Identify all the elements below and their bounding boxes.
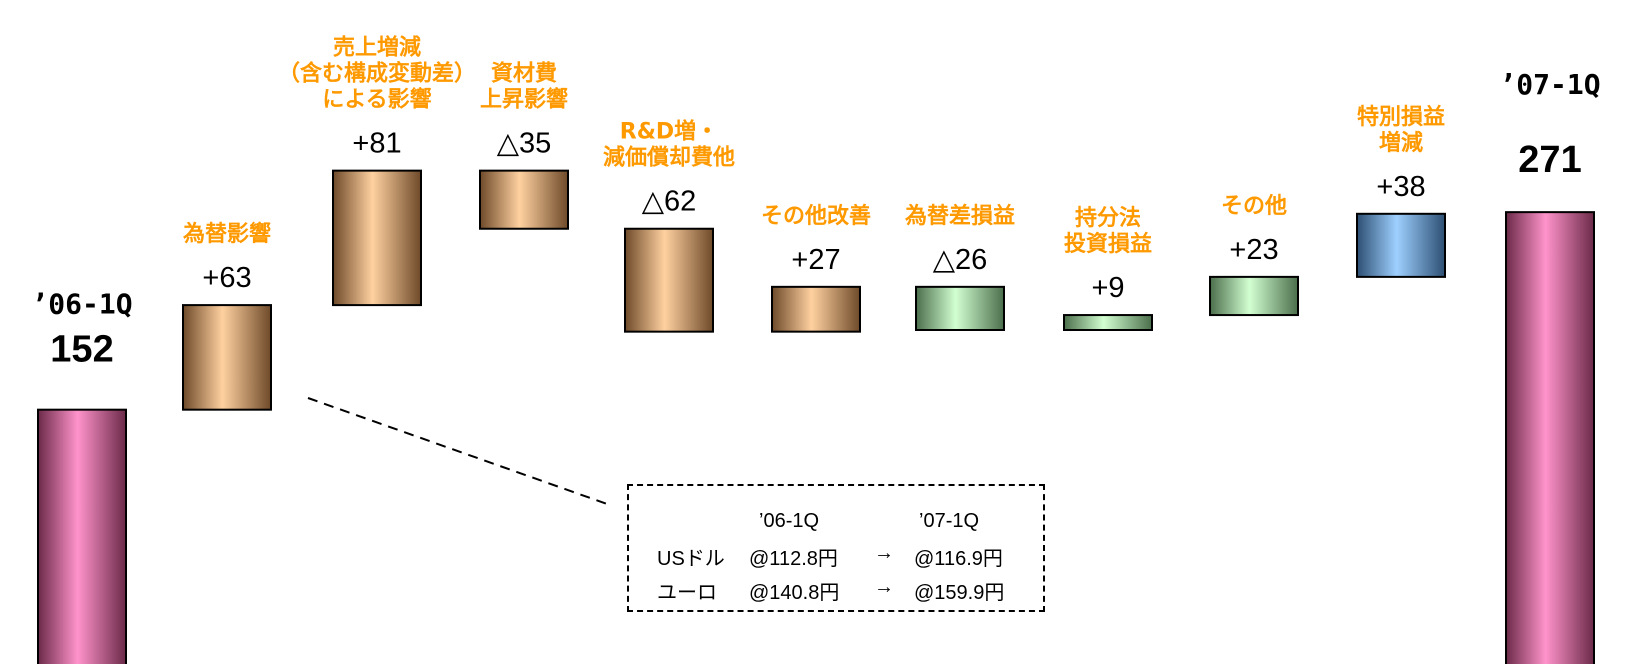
step-category-label-3: 上昇影響 — [480, 87, 568, 113]
step-category-label-4: R&D増・ — [620, 119, 718, 145]
step-value-label-6: △26 — [933, 244, 988, 276]
rate-usd-from: @112.8円 — [749, 548, 838, 570]
rate-currency-eur: ユーロ — [657, 582, 717, 604]
rate-header-to: ’07-1Q — [919, 510, 980, 532]
rate-currency-usd: USドル — [657, 548, 725, 570]
step-bar-9 — [1356, 212, 1446, 278]
step-category-label-2: （含む構成変動差） — [278, 61, 476, 87]
step-value-label-4: △62 — [642, 186, 697, 218]
step-category-label-6: 為替差損益 — [905, 203, 1015, 229]
end-total-value-label: 271 — [1518, 139, 1581, 181]
step-bar-8 — [1209, 275, 1299, 317]
step-value-label-8: +23 — [1229, 234, 1278, 266]
step-value-label-1: +63 — [202, 262, 251, 294]
step-value-label-7: +9 — [1091, 272, 1124, 304]
step-value-label-2: +81 — [352, 128, 401, 160]
start-total-value-label: 152 — [50, 329, 113, 371]
rate-header-from: ’06-1Q — [759, 510, 820, 532]
end-total-bar — [1505, 211, 1595, 664]
step-value-label-5: +27 — [791, 244, 840, 276]
step-bar-6 — [915, 285, 1005, 331]
step-category-label-9: 増減 — [1379, 130, 1423, 156]
step-bar-5 — [771, 285, 861, 333]
step-category-label-7: 投資損益 — [1064, 231, 1152, 257]
step-bar-4 — [624, 227, 714, 333]
step-category-label-9: 特別損益 — [1357, 104, 1445, 130]
rate-eur-from: @140.8円 — [749, 582, 840, 604]
rate-arrow: → — [874, 542, 894, 564]
rate-usd-to: @116.9円 — [914, 548, 1003, 570]
step-category-label-3: 資材費 — [491, 61, 557, 87]
step-bar-3 — [479, 169, 569, 230]
step-value-label-3: △35 — [497, 128, 552, 160]
step-category-label-2: による影響 — [322, 87, 431, 113]
end-total-category-label: ’07-1Q — [1499, 68, 1600, 101]
rate-arrow: → — [874, 576, 894, 598]
step-category-label-4: 減価償却費他 — [603, 146, 735, 171]
step-category-label-1: 為替影響 — [183, 221, 271, 247]
step-category-label-5: その他改善 — [761, 203, 871, 229]
step-bar-2 — [332, 169, 422, 307]
step-bar-1 — [182, 304, 272, 411]
step-value-label-9: +38 — [1376, 171, 1425, 203]
step-category-label-8: その他 — [1221, 194, 1287, 219]
step-category-label-2: 売上増減 — [333, 35, 421, 61]
rate-eur-to: @159.9円 — [914, 582, 1005, 604]
step-bar-7 — [1063, 314, 1153, 331]
step-category-label-7: 持分法 — [1075, 206, 1141, 231]
exchange-rate-box: ’06-1Q ’07-1Q USドル @112.8円 → @116.9円 ユーロ… — [627, 484, 1045, 612]
callout-leader-line — [307, 397, 611, 506]
start-total-bar — [37, 408, 127, 664]
start-total-category-label: ’06-1Q — [31, 288, 132, 321]
